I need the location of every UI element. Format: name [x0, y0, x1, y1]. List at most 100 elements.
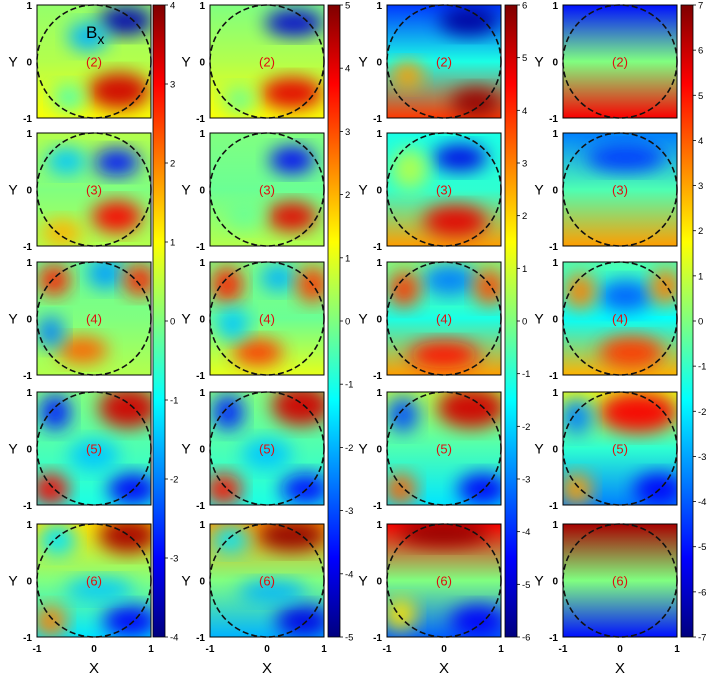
- field-feature: [216, 308, 249, 340]
- field-feature: [232, 338, 283, 366]
- y-tick-label: 0: [26, 315, 32, 326]
- y-tick-label: 1: [376, 520, 382, 531]
- y-axis-label: Y: [534, 311, 544, 327]
- y-axis-label: Y: [8, 54, 18, 70]
- y-tick-label: 0: [26, 186, 32, 197]
- y-tick-label: 0: [552, 58, 558, 69]
- y-tick-label: -1: [549, 242, 558, 253]
- y-tick-label: 0: [376, 186, 382, 197]
- field-feature: [563, 398, 593, 435]
- y-axis-label: Y: [534, 573, 544, 589]
- y-tick-label: 1: [199, 129, 205, 140]
- y-tick-label: 0: [199, 58, 205, 69]
- colorbar-tick-label: 2: [345, 190, 350, 201]
- y-tick-label: 0: [552, 315, 558, 326]
- colorbar-tick-label: 0: [698, 317, 703, 328]
- field-feature: [91, 200, 142, 233]
- colorbar-tick-label: 3: [522, 159, 527, 170]
- unit-circle-dashed: [386, 132, 502, 247]
- colorbar-tick-label: 3: [170, 80, 175, 91]
- y-tick-label: 0: [199, 577, 205, 588]
- y-tick-label: -1: [23, 501, 32, 512]
- colorbar-tick-label: -3: [698, 452, 706, 463]
- colorbar-gradient: [504, 4, 518, 638]
- panel-label: (2): [436, 55, 452, 70]
- field-feature: [563, 473, 593, 505]
- panel-label: (6): [612, 574, 628, 589]
- y-tick-label: 1: [552, 258, 558, 269]
- field-feature: [88, 72, 150, 109]
- field-feature: [586, 144, 665, 172]
- colorbar-tick-label: -4: [345, 569, 353, 580]
- y-tick-label: 0: [199, 445, 205, 456]
- y-tick-label: -1: [196, 114, 205, 125]
- colorbar-tick-label: 1: [345, 253, 350, 264]
- heatmap-panel: (3) -1 0 1 Y: [534, 129, 678, 253]
- colorbar-gradient: [680, 4, 694, 638]
- x-tick-label: 0: [264, 644, 270, 655]
- y-tick-label: 1: [199, 520, 205, 531]
- y-tick-label: 1: [26, 258, 32, 269]
- colorbar-tick-label: 4: [522, 106, 527, 117]
- y-tick-label: 0: [376, 58, 382, 69]
- colorbar-tick-label: 5: [345, 1, 350, 12]
- y-axis-label: Y: [534, 182, 544, 198]
- colorbar-tick-label: 0: [345, 317, 350, 328]
- y-tick-label: 1: [199, 1, 205, 12]
- field-feature: [65, 578, 134, 601]
- field-feature: [67, 21, 109, 52]
- field-feature: [439, 6, 499, 36]
- y-tick-label: -1: [196, 371, 205, 382]
- y-axis-label: Y: [8, 311, 18, 327]
- panel-label: (2): [86, 55, 102, 70]
- field-feature: [241, 438, 293, 470]
- field-feature: [598, 280, 654, 312]
- heatmap-panel: (3) -1 0 1 Y: [8, 129, 152, 253]
- y-tick-label: -1: [373, 371, 382, 382]
- field-feature: [276, 605, 324, 637]
- y-tick-label: 0: [199, 315, 205, 326]
- field-feature: [398, 524, 490, 547]
- unit-circle-dashed: [36, 132, 152, 247]
- field-feature: [37, 605, 67, 637]
- y-axis-label: Y: [534, 54, 544, 70]
- colorbar-tick-label: -2: [698, 407, 706, 418]
- y-axis-label: Y: [181, 54, 191, 70]
- y-tick-label: -1: [196, 501, 205, 512]
- y-axis-label: Y: [181, 182, 191, 198]
- field-feature: [98, 392, 151, 429]
- x-tick-label: 0: [441, 644, 447, 655]
- colorbar-tick-label: 6: [698, 46, 703, 57]
- y-tick-label: 0: [376, 445, 382, 456]
- y-tick-label: 0: [552, 445, 558, 456]
- colorbar-tick-label: -1: [170, 396, 178, 407]
- unit-circle-dashed: [562, 523, 678, 638]
- colorbar-tick-label: 2: [522, 211, 527, 222]
- panel-label: (3): [612, 183, 628, 198]
- field-feature: [41, 218, 83, 246]
- field-feature: [432, 144, 488, 172]
- field-feature: [599, 336, 664, 369]
- field-feature: [564, 273, 597, 310]
- unit-circle-dashed: [209, 261, 325, 376]
- y-tick-label: -1: [196, 633, 205, 644]
- colorbar-tick-label: -6: [698, 587, 706, 598]
- y-tick-label: 0: [376, 577, 382, 588]
- colorbar-tick-label: 6: [522, 1, 527, 12]
- colorbar: 7 6 5 4 3 2 1 0 -1 -2 -3 -4 -5 -6 -7: [680, 1, 706, 644]
- y-tick-label: -1: [23, 633, 32, 644]
- x-tick-label: 1: [148, 644, 154, 655]
- panel-label: (5): [86, 442, 102, 457]
- x-tick-label: 1: [498, 644, 504, 655]
- heatmap-panel: (6) -1 0 1 Y -1 0 1 X: [8, 520, 154, 677]
- x-tick-label: -1: [559, 644, 568, 655]
- colorbar-tick-label: -5: [522, 580, 530, 591]
- panel-label: (6): [86, 574, 102, 589]
- colorbar-tick-label: -2: [345, 443, 353, 454]
- y-tick-label: 0: [199, 186, 205, 197]
- y-axis-label: Y: [181, 311, 191, 327]
- y-tick-label: -1: [23, 242, 32, 253]
- panel-label: (3): [436, 183, 452, 198]
- y-tick-label: 1: [26, 129, 32, 140]
- field-feature: [649, 268, 677, 305]
